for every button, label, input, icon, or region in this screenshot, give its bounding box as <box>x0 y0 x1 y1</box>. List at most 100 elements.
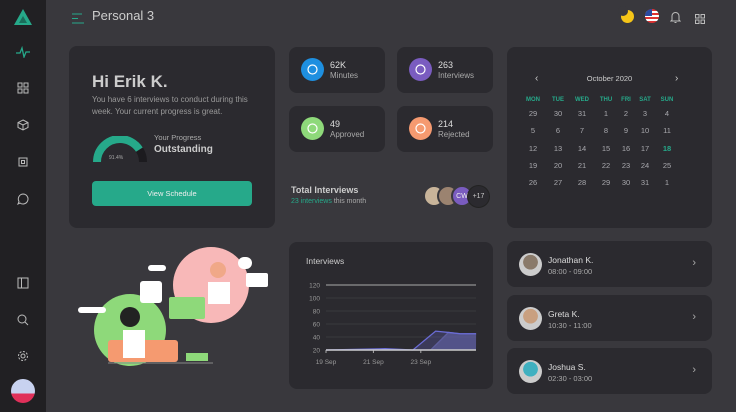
chevron-right-icon[interactable]: › <box>692 364 696 376</box>
welcome-card: Hi Erik K. You have 6 interviews to cond… <box>69 46 275 228</box>
calendar-date[interactable]: 12 <box>528 143 538 153</box>
series-line <box>325 330 477 351</box>
progress-status: Outstanding <box>154 144 213 155</box>
calendar-date[interactable]: 9 <box>623 126 629 136</box>
grid-icon[interactable] <box>14 79 32 97</box>
total-interviews-title: Total Interviews <box>291 185 359 195</box>
chevron-right-icon[interactable]: › <box>692 257 696 269</box>
calendar-day-name: THU <box>599 97 613 103</box>
calendar-date[interactable]: 20 <box>553 160 563 170</box>
calendar-date[interactable]: 23 <box>621 160 631 170</box>
calendar-date[interactable]: 10 <box>640 126 650 136</box>
calendar-day-name: SAT <box>639 97 651 103</box>
gear-icon[interactable] <box>14 347 32 365</box>
view-schedule-button[interactable]: View Schedule <box>92 181 252 206</box>
avatar <box>519 253 542 276</box>
calendar-date[interactable]: 19 <box>528 160 538 170</box>
calendar-date[interactable]: 31 <box>640 178 650 188</box>
avatar <box>519 360 542 383</box>
stat-value: 62K <box>330 60 347 70</box>
calendar-date[interactable]: 25 <box>662 160 672 170</box>
y-tick-label: 20 <box>313 348 321 355</box>
calendar-date[interactable]: 31 <box>577 109 587 118</box>
person-time: 08:00 - 09:00 <box>548 267 593 276</box>
y-tick-label: 80 <box>313 309 321 316</box>
y-tick-label: 40 <box>313 335 321 342</box>
calendar-date[interactable]: 6 <box>555 126 561 136</box>
interviews-chart: 120 100 80 60 40 20 19 Sep 21 Sep 23 Sep <box>309 283 477 366</box>
schedule-item[interactable]: Jonathan K. 08:00 - 09:00 › <box>507 241 712 287</box>
more-avatars[interactable]: +17 <box>467 185 490 208</box>
search-icon[interactable] <box>14 311 32 329</box>
calendar-date[interactable]: 28 <box>577 178 587 188</box>
calendar-date[interactable]: 29 <box>528 109 538 118</box>
calendar-date[interactable]: 14 <box>577 143 587 153</box>
schedule-item[interactable]: Joshua S. 02:30 - 03:00 › <box>507 348 712 394</box>
bell-icon[interactable] <box>669 10 682 28</box>
sad-face-icon <box>409 117 432 140</box>
activity-icon[interactable] <box>14 43 32 61</box>
calendar-date[interactable]: 22 <box>601 160 611 170</box>
calendar-date[interactable]: 16 <box>621 143 631 153</box>
calendar-date[interactable]: 18 <box>662 143 672 153</box>
page-title: Personal 3 <box>92 8 155 23</box>
stat-label: Interviews <box>438 71 475 80</box>
person-time: 02:30 - 03:00 <box>548 374 593 383</box>
calendar-date[interactable]: 1 <box>664 178 670 188</box>
chip-icon[interactable] <box>14 153 32 171</box>
y-tick-label: 60 <box>313 322 321 329</box>
calendar-date[interactable]: 5 <box>530 126 536 136</box>
chat-icon[interactable] <box>14 190 32 208</box>
person-time: 10:30 - 11:00 <box>548 321 592 330</box>
calendar-card: ‹ October 2020 › MON TUE WED THU FRI SAT SUN 29… <box>507 47 712 228</box>
stat-card-rejected[interactable]: 214 Rejected <box>397 106 493 152</box>
calendar-date[interactable]: 17 <box>640 143 650 153</box>
calendar-date[interactable]: 11 <box>663 126 671 136</box>
calendar-day-name: FRI <box>621 97 631 103</box>
x-tick-label: 23 Sep <box>410 359 431 366</box>
sidebar-toggle-icon[interactable] <box>14 274 32 292</box>
series-area <box>326 332 477 350</box>
calendar-day-name: SUN <box>660 97 674 103</box>
apps-icon[interactable] <box>695 11 705 29</box>
interviews-highlight: 23 interviews <box>291 198 332 205</box>
stat-label: Minutes <box>330 71 359 80</box>
calendar-date[interactable]: 24 <box>640 160 650 170</box>
total-interviews-sub: 23 interviews this month <box>291 198 366 205</box>
calendar-date[interactable]: 30 <box>553 109 563 118</box>
calendar-day-name: WED <box>575 97 589 103</box>
illustration <box>68 245 278 373</box>
calendar-date[interactable]: 7 <box>579 126 585 136</box>
calendar-date[interactable]: 30 <box>621 178 631 188</box>
us-flag-icon[interactable] <box>645 9 659 23</box>
calendar-date[interactable]: 29 <box>601 178 611 188</box>
chevron-right-icon[interactable]: › <box>692 311 696 323</box>
stat-card-interviews[interactable]: 263 Interviews <box>397 47 493 93</box>
schedule-item[interactable]: Greta K. 10:30 - 11:00 › <box>507 295 712 341</box>
stat-card-minutes[interactable]: 62K Minutes <box>289 47 385 93</box>
moon-icon[interactable] <box>618 6 634 23</box>
series-area <box>326 331 477 350</box>
logo[interactable] <box>13 8 33 31</box>
calendar-date[interactable]: 2 <box>623 109 629 118</box>
y-tick-label: 100 <box>309 296 320 303</box>
next-month-button[interactable]: › <box>675 73 679 84</box>
person-name: Joshua S. <box>548 362 586 372</box>
calendar-date[interactable]: 26 <box>528 178 538 188</box>
calendar-date[interactable]: 15 <box>601 143 611 153</box>
stat-card-approved[interactable]: 49 Approved <box>289 106 385 152</box>
cube-icon[interactable] <box>14 116 32 134</box>
calendar-date[interactable]: 8 <box>603 126 609 136</box>
avatar[interactable] <box>11 379 35 403</box>
prev-month-button[interactable]: ‹ <box>535 73 539 84</box>
greeting: Hi Erik K. <box>92 72 168 91</box>
calendar-date[interactable]: 4 <box>664 109 670 118</box>
calendar-date[interactable]: 3 <box>642 109 648 118</box>
y-tick-label: 120 <box>309 283 320 290</box>
calendar-date[interactable]: 27 <box>553 178 563 188</box>
calendar-date[interactable]: 21 <box>577 160 587 170</box>
calendar-month: October 2020 <box>586 74 633 83</box>
calendar-date[interactable]: 13 <box>553 143 563 153</box>
calendar-date[interactable]: 1 <box>603 109 609 118</box>
menu-icon[interactable] <box>72 11 84 29</box>
